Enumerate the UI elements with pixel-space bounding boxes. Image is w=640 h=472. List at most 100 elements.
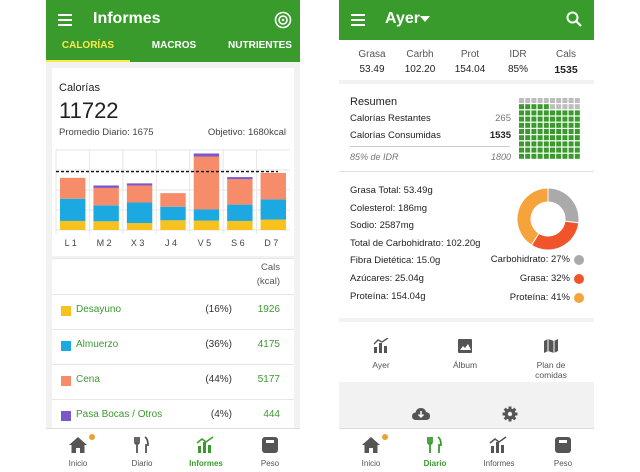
idr-grid-cell — [562, 110, 568, 116]
bar-segment-desayuno — [93, 221, 119, 230]
idr-grid-cell — [574, 104, 580, 110]
nav-diario[interactable]: Diario — [110, 429, 174, 472]
idr-grid-cell — [543, 147, 549, 153]
idr-grid-cell — [519, 122, 524, 128]
meal-row[interactable]: Almuerzo (36%) 4175 — [52, 329, 294, 364]
row-divider — [52, 258, 294, 259]
nav-informes[interactable]: Informes — [174, 429, 238, 472]
meal-row[interactable]: Cena (44%) 5177 — [52, 364, 294, 399]
nav-inicio[interactable]: Inicio — [339, 429, 403, 472]
idr-grid-cell — [568, 98, 574, 103]
tab-nutrientes[interactable]: NUTRIENTES — [228, 40, 292, 51]
bar-segment-desayuno — [60, 220, 86, 230]
resumen-title: Resumen — [350, 96, 398, 108]
meal-percent: (44%) — [205, 374, 232, 385]
idr-grid-cell — [556, 153, 562, 159]
bar-segment-pasa — [126, 183, 153, 186]
nav-label: Inicio — [68, 459, 88, 468]
kcal-header: (kcal) — [256, 276, 280, 287]
row-divider — [52, 364, 294, 365]
map-icon — [544, 339, 558, 353]
idr-grid-cell — [562, 153, 568, 159]
idr-grid-cell — [519, 129, 524, 134]
photo-icon — [458, 339, 472, 353]
idr-grid-cell — [568, 129, 574, 134]
menu-icon[interactable] — [351, 14, 365, 26]
meal-row[interactable]: Desayuno (16%) 1926 — [52, 294, 294, 329]
cloud-download-icon[interactable] — [412, 407, 430, 421]
idr-grid-cell — [550, 122, 555, 128]
idr-grid-cell — [574, 110, 580, 116]
macro-header: Prot — [460, 49, 480, 60]
home-icon — [362, 437, 380, 453]
macro-value: 154.04 — [454, 64, 486, 75]
fork-knife-icon — [134, 436, 149, 453]
summary-card: Resumen Calorías Restantes 265 Calorías … — [339, 84, 594, 318]
donut-slice-grasa — [530, 220, 580, 251]
notification-dot — [89, 434, 95, 440]
idr-grid-cell — [525, 147, 531, 153]
nav-diario[interactable]: Diario — [403, 429, 467, 472]
calories-value: 1535 — [554, 64, 578, 76]
day-selector[interactable]: Ayer — [385, 10, 420, 27]
search-icon[interactable] — [566, 11, 582, 27]
idr-grid-cell — [556, 98, 562, 103]
action-ayer[interactable]: Ayer — [349, 322, 409, 382]
bar-segment-almuerzo — [160, 206, 186, 221]
consumed-value: 1535 — [489, 130, 511, 141]
calories-card: Calorías 11722 Promedio Diario: 1675 Obj… — [52, 68, 294, 256]
macro-header: Grasa — [358, 49, 386, 60]
chart-icon — [489, 436, 507, 453]
meal-row[interactable]: Pasa Bocas / Otros (4%) 444 — [52, 399, 294, 434]
macro-header: Carbh — [406, 49, 434, 60]
bar-segment-desayuno — [227, 220, 253, 230]
idr-grid-cell — [568, 110, 574, 116]
meal-color-swatch — [61, 341, 71, 351]
menu-icon[interactable] — [58, 14, 72, 26]
idr-grid-cell — [562, 147, 568, 153]
idr-grid-cell — [556, 110, 562, 116]
idr-grid-cell — [525, 116, 531, 122]
chart-icon — [373, 338, 389, 353]
idr-grid-cell — [537, 122, 543, 128]
tab-macros[interactable]: MACROS — [151, 40, 197, 51]
idr-grid-cell — [519, 98, 524, 103]
nav-inicio[interactable]: Inicio — [46, 429, 110, 472]
idr-grid-cell — [574, 122, 580, 128]
tab-calorias[interactable]: CALORÍAS — [61, 40, 115, 51]
nav-informes[interactable]: Informes — [467, 429, 531, 472]
dropdown-icon[interactable] — [420, 16, 430, 22]
nutrient-line: Azúcares: 25.04g — [350, 273, 424, 284]
target-icon[interactable] — [274, 11, 292, 29]
bar-segment-almuerzo — [60, 198, 86, 221]
idr-grid-cell — [550, 110, 555, 116]
bar-segment-almuerzo — [126, 202, 153, 224]
donut-legend-dot — [574, 255, 584, 265]
macro-header: IDR — [509, 49, 527, 60]
nav-peso[interactable]: Peso — [238, 429, 300, 472]
idr-progress-grid — [519, 98, 580, 159]
idr-grid-cell — [525, 129, 531, 134]
idr-grid-cell — [550, 129, 555, 134]
bar-segment-cena — [227, 179, 253, 205]
idr-grid-cell — [562, 129, 568, 134]
meal-name: Pasa Bocas / Otros — [76, 409, 163, 420]
idr-grid-cell — [562, 135, 568, 141]
meal-color-swatch — [61, 376, 71, 386]
nutrient-line: Fibra Dietética: 15.0g — [350, 255, 441, 267]
idr-grid-cell — [550, 98, 555, 103]
nav-label: Diario — [423, 459, 447, 468]
action-album[interactable]: Álbum — [434, 322, 494, 382]
settings-icon[interactable] — [502, 406, 518, 422]
nav-peso[interactable]: Peso — [531, 429, 594, 472]
bar-segment-almuerzo — [227, 204, 253, 221]
action-plan[interactable]: Plan de comidas — [519, 322, 583, 382]
idr-grid-cell — [562, 116, 568, 122]
idr-grid-cell — [531, 104, 537, 110]
app-bar: Ayer — [339, 0, 594, 40]
meal-percent: (36%) — [205, 339, 232, 350]
macro-header: Cals — [555, 49, 576, 60]
notification-dot — [382, 434, 388, 440]
bar-segment-almuerzo — [93, 205, 119, 222]
donut-slice-proteína — [516, 187, 549, 246]
